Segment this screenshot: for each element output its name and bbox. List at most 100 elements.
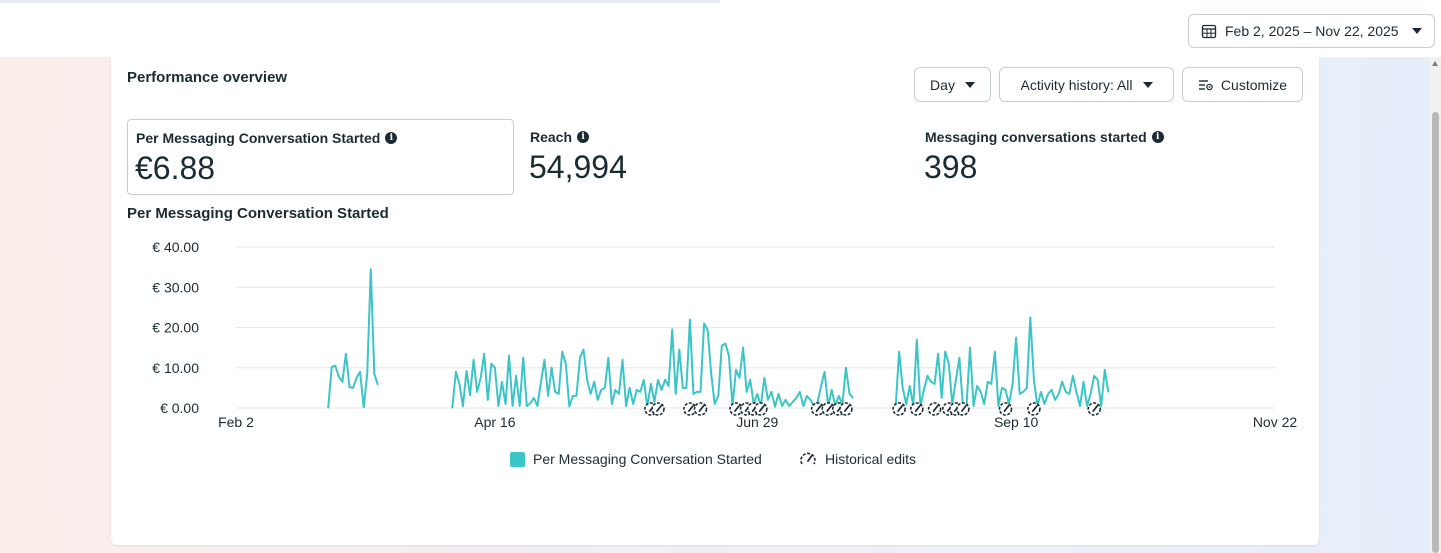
data-point [714,403,716,405]
chevron-down-icon [964,81,975,88]
metric-value: 398 [924,149,978,185]
data-point [958,357,961,359]
metric-tile-cost-per-conversation[interactable]: Per Messaging Conversation Started i €6.8… [127,119,514,195]
data-point [824,371,826,373]
gauge-needle [734,405,740,412]
data-point [543,359,546,361]
data-point [1072,375,1074,377]
data-point [678,349,680,351]
data-point [1082,381,1085,383]
data-point [572,395,574,397]
line-chart: € 0.00 € 10.00 € 20.00 € 30.00 € 40.00 Feb 2 A… [152,239,1298,430]
data-point [689,318,691,320]
data-point [1029,316,1031,318]
info-icon[interactable]: i [385,132,398,144]
metric-label: Messaging conversations started [925,129,1147,145]
metric-tile-reach[interactable]: Reach i 54,994 [522,119,902,195]
metric-label: Per Messaging Conversation Started [136,130,381,146]
customize-button[interactable]: Customize [1182,67,1303,102]
legend-item-historical-edits[interactable]: Historical edits [799,451,916,467]
legend-item-series[interactable]: Per Messaging Conversation Started [510,451,762,467]
data-point [536,405,538,407]
activity-history-dropdown[interactable]: Activity history: All [999,67,1174,102]
data-point [983,403,985,405]
data-point [331,366,333,368]
y-tick-label: € 40.00 [152,239,199,255]
info-icon[interactable]: i [1151,131,1164,143]
data-point [533,397,535,399]
data-point [987,381,989,383]
x-tick-label: Nov 22 [1253,414,1298,430]
calendar-icon [1201,24,1217,39]
data-point [639,391,641,393]
data-point [994,351,996,353]
granularity-dropdown[interactable]: Day [914,67,991,102]
data-point [519,405,521,407]
metric-tile-conversations-started[interactable]: Messaging conversations started i 398 [917,119,1303,195]
data-point [767,399,769,401]
legend-label: Per Messaging Conversation Started [533,451,762,467]
data-point [575,395,577,397]
data-point [377,384,379,386]
data-point [529,402,531,404]
data-point [668,385,670,387]
historical-edit-marker [998,402,1013,416]
gauge-needle [656,405,662,412]
series-line [327,268,379,409]
scroll-up-icon[interactable] [1432,61,1438,66]
data-point [1043,403,1046,405]
data-point [327,407,329,409]
data-point [692,393,695,395]
data-point [590,393,592,395]
data-point [540,381,542,383]
data-point [941,397,943,399]
data-point [802,405,805,407]
gauge-needle [897,405,903,412]
gauge-needle [698,405,705,412]
data-point [554,391,556,393]
info-icon[interactable]: i [577,131,590,143]
data-point [809,399,812,401]
data-point [930,381,932,383]
activity-history-label: Activity history: All [1020,76,1133,93]
data-point [1100,405,1102,407]
gauge-needle [932,405,939,412]
data-point [604,387,606,389]
data-point [1004,389,1007,391]
data-point [508,355,510,357]
date-range-picker[interactable]: Feb 2, 2025 – Nov 22, 2025 [1188,14,1435,48]
metric-value: 54,994 [529,149,627,185]
x-tick-label: Apr 16 [474,414,515,430]
data-point [565,363,567,365]
data-point [831,389,833,391]
historical-edit-marker [892,402,906,416]
page-scrollbar[interactable] [1430,57,1441,553]
data-point [551,367,553,369]
chevron-down-icon [1412,28,1422,34]
x-tick-label: Feb 2 [218,414,254,430]
data-point [792,401,794,403]
data-point [990,383,992,385]
legend-swatch [510,451,525,467]
data-point [685,387,688,389]
series-line [451,318,854,409]
data-point [593,381,595,383]
data-point [728,355,730,357]
data-point [980,391,982,393]
data-point [664,379,666,381]
data-point [788,405,790,407]
scrollbar-thumb[interactable] [1432,112,1439,553]
data-point [600,389,602,391]
gauge-needle [1003,405,1010,412]
data-point [458,383,460,385]
historical-edit-marker [729,402,743,416]
series-line [894,316,1110,409]
data-point [373,373,375,375]
data-point [370,268,372,270]
historical-edit-marker [651,402,665,416]
data-point [345,353,347,355]
data-point [348,386,351,388]
data-point [926,375,929,377]
data-point [749,379,751,381]
data-point [625,405,627,407]
